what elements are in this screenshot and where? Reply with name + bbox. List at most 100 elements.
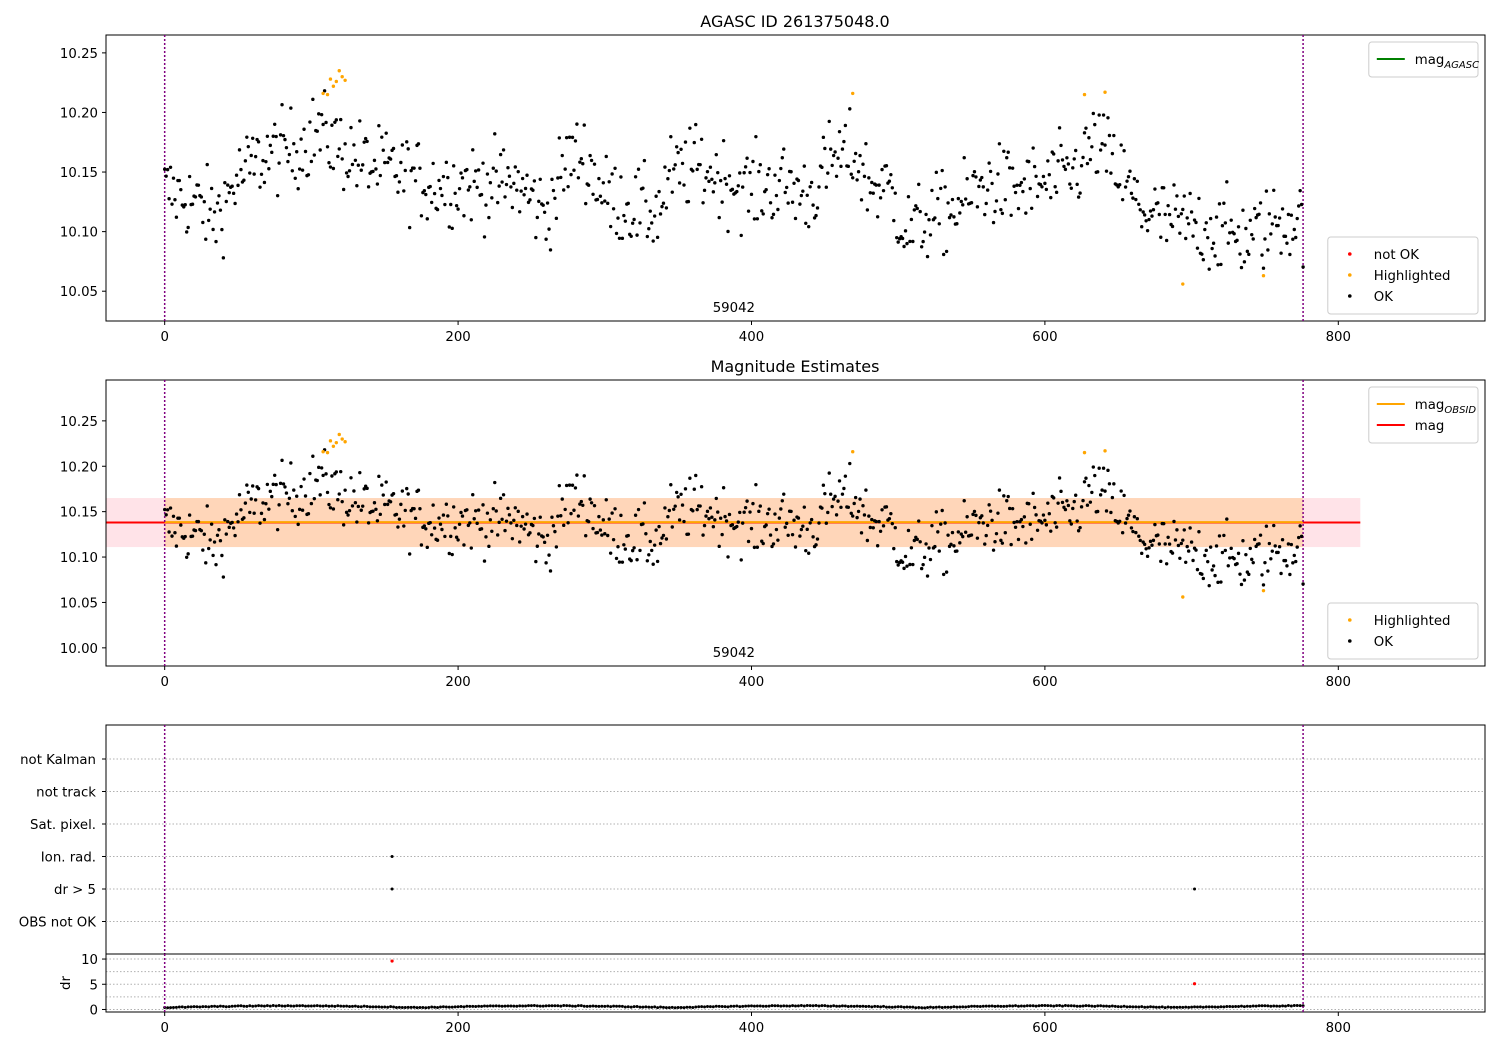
ok-point [162, 507, 167, 512]
dr-point [559, 1004, 563, 1008]
x-tick-label: 200 [445, 1021, 470, 1036]
dr-point [433, 1005, 437, 1009]
dr-point [1049, 1004, 1053, 1008]
dr-point [192, 1005, 196, 1009]
ok-point [303, 494, 308, 498]
ok-point [573, 139, 578, 143]
dr-point [1239, 1004, 1243, 1008]
ok-point [746, 539, 751, 544]
ok-point [1182, 194, 1186, 198]
ok-point [1069, 186, 1074, 190]
ok-point [1273, 215, 1277, 219]
ok-point [647, 226, 651, 231]
ok-point [1097, 466, 1101, 470]
ok-point [1051, 496, 1056, 500]
ok-point [353, 500, 358, 505]
dr-point [277, 1004, 281, 1008]
ok-point [657, 189, 661, 194]
highlighted-point [331, 84, 336, 88]
ok-point [820, 506, 824, 510]
ok-point [629, 558, 633, 563]
ok-point [193, 195, 198, 199]
ok-point [645, 559, 650, 563]
ok-point [1252, 537, 1257, 542]
ok-point [363, 136, 368, 141]
ok-point [1035, 528, 1040, 532]
dr-point [738, 1005, 742, 1009]
ok-point [1066, 503, 1071, 508]
ok-point [993, 209, 997, 214]
ok-point [548, 248, 553, 252]
ok-point [1228, 556, 1232, 560]
ok-point [1015, 183, 1019, 187]
ok-point [1206, 559, 1210, 564]
ok-point [236, 520, 240, 524]
dr-point [568, 1004, 572, 1008]
ok-point [723, 176, 727, 181]
ok-point [290, 508, 295, 513]
ok-point [889, 172, 893, 177]
ok-point [177, 178, 182, 183]
ok-point [617, 560, 622, 564]
ok-point [1172, 519, 1176, 524]
ok-point [365, 139, 369, 144]
ok-point [906, 528, 911, 533]
ok-point [1005, 156, 1009, 160]
ok-point [490, 529, 494, 534]
ok-point [432, 526, 437, 530]
ok-point [1028, 186, 1032, 191]
ok-point [688, 126, 692, 130]
ok-point [493, 132, 497, 136]
ok-point [965, 177, 969, 181]
ok-point [270, 494, 274, 499]
ok-point [833, 494, 837, 499]
ok-point [877, 519, 881, 524]
ok-point [1065, 499, 1069, 503]
ok-point [1027, 159, 1031, 164]
ok-point [1258, 533, 1263, 537]
ok-point [1022, 177, 1027, 181]
ok-point [704, 514, 708, 518]
ok-point [1289, 542, 1294, 547]
ok-point [922, 555, 927, 560]
ok-point [842, 139, 846, 144]
dr-point [207, 1005, 211, 1009]
ok-point [418, 166, 422, 170]
ok-point [451, 505, 456, 509]
ok-point [679, 492, 683, 497]
ok-point [855, 178, 859, 182]
dr-point [236, 1004, 240, 1008]
dr-point [503, 1004, 507, 1008]
ok-point [443, 534, 447, 539]
ok-point [1296, 535, 1301, 540]
ok-point [786, 533, 790, 538]
ok-point [1229, 218, 1233, 222]
ok-point [1049, 529, 1053, 533]
ok-point [1213, 254, 1217, 258]
ok-point [544, 237, 548, 241]
dr-point [1219, 1005, 1223, 1009]
ok-point [424, 527, 428, 531]
ok-point [473, 509, 478, 513]
ok-point [1162, 521, 1166, 526]
ok-point [1123, 185, 1128, 189]
ok-point [165, 167, 170, 172]
legend-label: Highlighted [1374, 269, 1451, 284]
x-tick-label: 200 [445, 675, 470, 690]
ok-point [598, 528, 603, 532]
obsid-annotation: 59042 [713, 301, 755, 316]
ok-point [343, 142, 347, 146]
ok-point [655, 235, 660, 240]
ok-point [273, 122, 277, 126]
ok-point [991, 548, 996, 552]
dr-point [685, 1005, 689, 1009]
ok-point [751, 501, 755, 506]
ok-point [476, 508, 481, 512]
ok-point [1093, 473, 1097, 478]
dr-point [380, 1005, 384, 1009]
ok-point [554, 216, 559, 221]
dr-point [1298, 1004, 1302, 1008]
dr-point [1193, 1005, 1197, 1009]
ok-point [429, 200, 434, 205]
ok-point [437, 516, 441, 520]
